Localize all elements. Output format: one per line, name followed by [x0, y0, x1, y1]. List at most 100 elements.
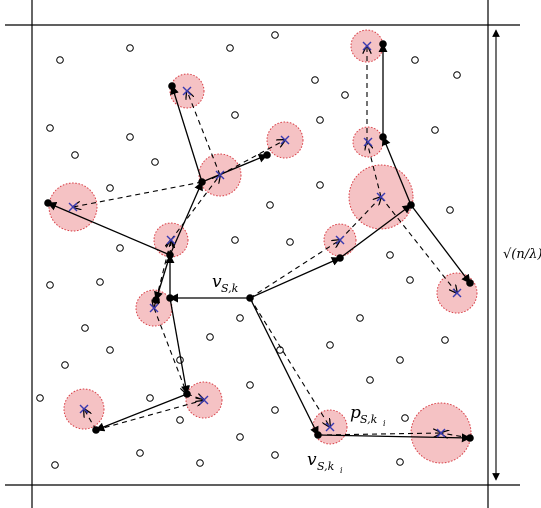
label-v-sk-sub: S,k [221, 282, 239, 295]
tree-edge [95, 393, 188, 432]
tree-edge [201, 153, 268, 183]
x-mark-stroke [68, 202, 78, 212]
open-point [316, 116, 324, 124]
x-mark [182, 86, 192, 96]
open-point [246, 381, 254, 389]
open-point [326, 341, 334, 349]
label-p-ski-subsub: i [383, 419, 386, 428]
dashed-edge [380, 196, 457, 293]
tree-node [336, 254, 344, 262]
dashed-edge [153, 307, 187, 394]
tree-node [466, 279, 474, 287]
label-p-ski-main: p [350, 403, 361, 423]
open-point [441, 336, 449, 344]
open-point [431, 126, 439, 134]
x-mark [149, 303, 159, 313]
x-mark [79, 404, 89, 414]
dashed-edge [249, 297, 330, 427]
x-mark [335, 235, 345, 245]
label-v-ski-sub: S,k [317, 460, 335, 473]
tree-node [263, 151, 271, 159]
target-marks [68, 41, 462, 438]
open-point [226, 44, 234, 52]
open-point [106, 184, 114, 192]
dashed-edge [187, 91, 221, 176]
open-point [206, 333, 214, 341]
x-mark-stroke [280, 135, 290, 145]
tree-node [168, 82, 176, 90]
open-point [406, 276, 414, 284]
coverage-discs [48, 29, 478, 464]
open-point [311, 76, 319, 84]
x-mark-stroke [215, 170, 225, 180]
open-point [51, 461, 59, 469]
tree-node [314, 431, 322, 439]
dashed-edge [170, 175, 220, 241]
x-mark-stroke [363, 137, 373, 147]
open-point [61, 361, 69, 369]
open-point [271, 451, 279, 459]
solid-edges [47, 43, 471, 443]
open-point [196, 459, 204, 467]
tree-edge [249, 257, 341, 299]
tree-edge [47, 202, 171, 256]
open-point [96, 278, 104, 286]
x-mark-stroke [79, 404, 89, 414]
tree-node [152, 296, 160, 304]
x-mark-stroke [182, 86, 192, 96]
open-point [126, 44, 134, 52]
open-point [126, 133, 134, 141]
x-mark-stroke [376, 192, 386, 202]
x-mark [199, 395, 209, 405]
open-point [136, 449, 144, 457]
x-mark [325, 422, 335, 432]
label-v-sk: v S,k [212, 272, 239, 295]
tree-edge [154, 254, 171, 301]
x-mark [452, 288, 462, 298]
open-point [151, 158, 159, 166]
tree-node [166, 294, 174, 302]
x-mark [436, 428, 446, 438]
tree-node [183, 390, 191, 398]
dashed-edge [249, 240, 340, 299]
open-point [81, 324, 89, 332]
x-mark [280, 135, 290, 145]
x-mark-stroke [166, 235, 176, 245]
open-point [453, 71, 461, 79]
tree-edge [317, 433, 471, 443]
label-v-ski: v S,k i [307, 450, 343, 475]
open-point [231, 236, 239, 244]
open-point [56, 56, 64, 64]
open-point [356, 314, 364, 322]
x-mark [166, 235, 176, 245]
x-mark-stroke [325, 422, 335, 432]
tree-node [407, 201, 415, 209]
tree-edge [410, 204, 471, 284]
label-p-ski-sub: S,k [360, 413, 378, 426]
x-mark-stroke [362, 41, 372, 51]
open-point [231, 111, 239, 119]
open-point [396, 458, 404, 466]
open-point [286, 238, 294, 246]
tree-nodes [44, 40, 474, 442]
tree-node [198, 178, 206, 186]
open-point [106, 346, 114, 354]
label-v-sk-main: v [212, 272, 222, 292]
open-point [411, 56, 419, 64]
tree-node [166, 251, 174, 259]
open-point [236, 314, 244, 322]
dashed-edge [367, 142, 382, 198]
x-mark-stroke [199, 395, 209, 405]
x-mark-stroke [436, 428, 446, 438]
label-v-ski-main: v [307, 450, 317, 470]
label-side-length: √(n/λ) [503, 247, 541, 262]
x-mark [376, 192, 386, 202]
tree-edge [169, 181, 203, 256]
open-point [316, 181, 324, 189]
x-mark [362, 41, 372, 51]
tree-node [44, 199, 52, 207]
dashed-edge [219, 140, 285, 176]
tree-edge [381, 136, 412, 206]
open-point [71, 151, 79, 159]
open-point [266, 201, 274, 209]
